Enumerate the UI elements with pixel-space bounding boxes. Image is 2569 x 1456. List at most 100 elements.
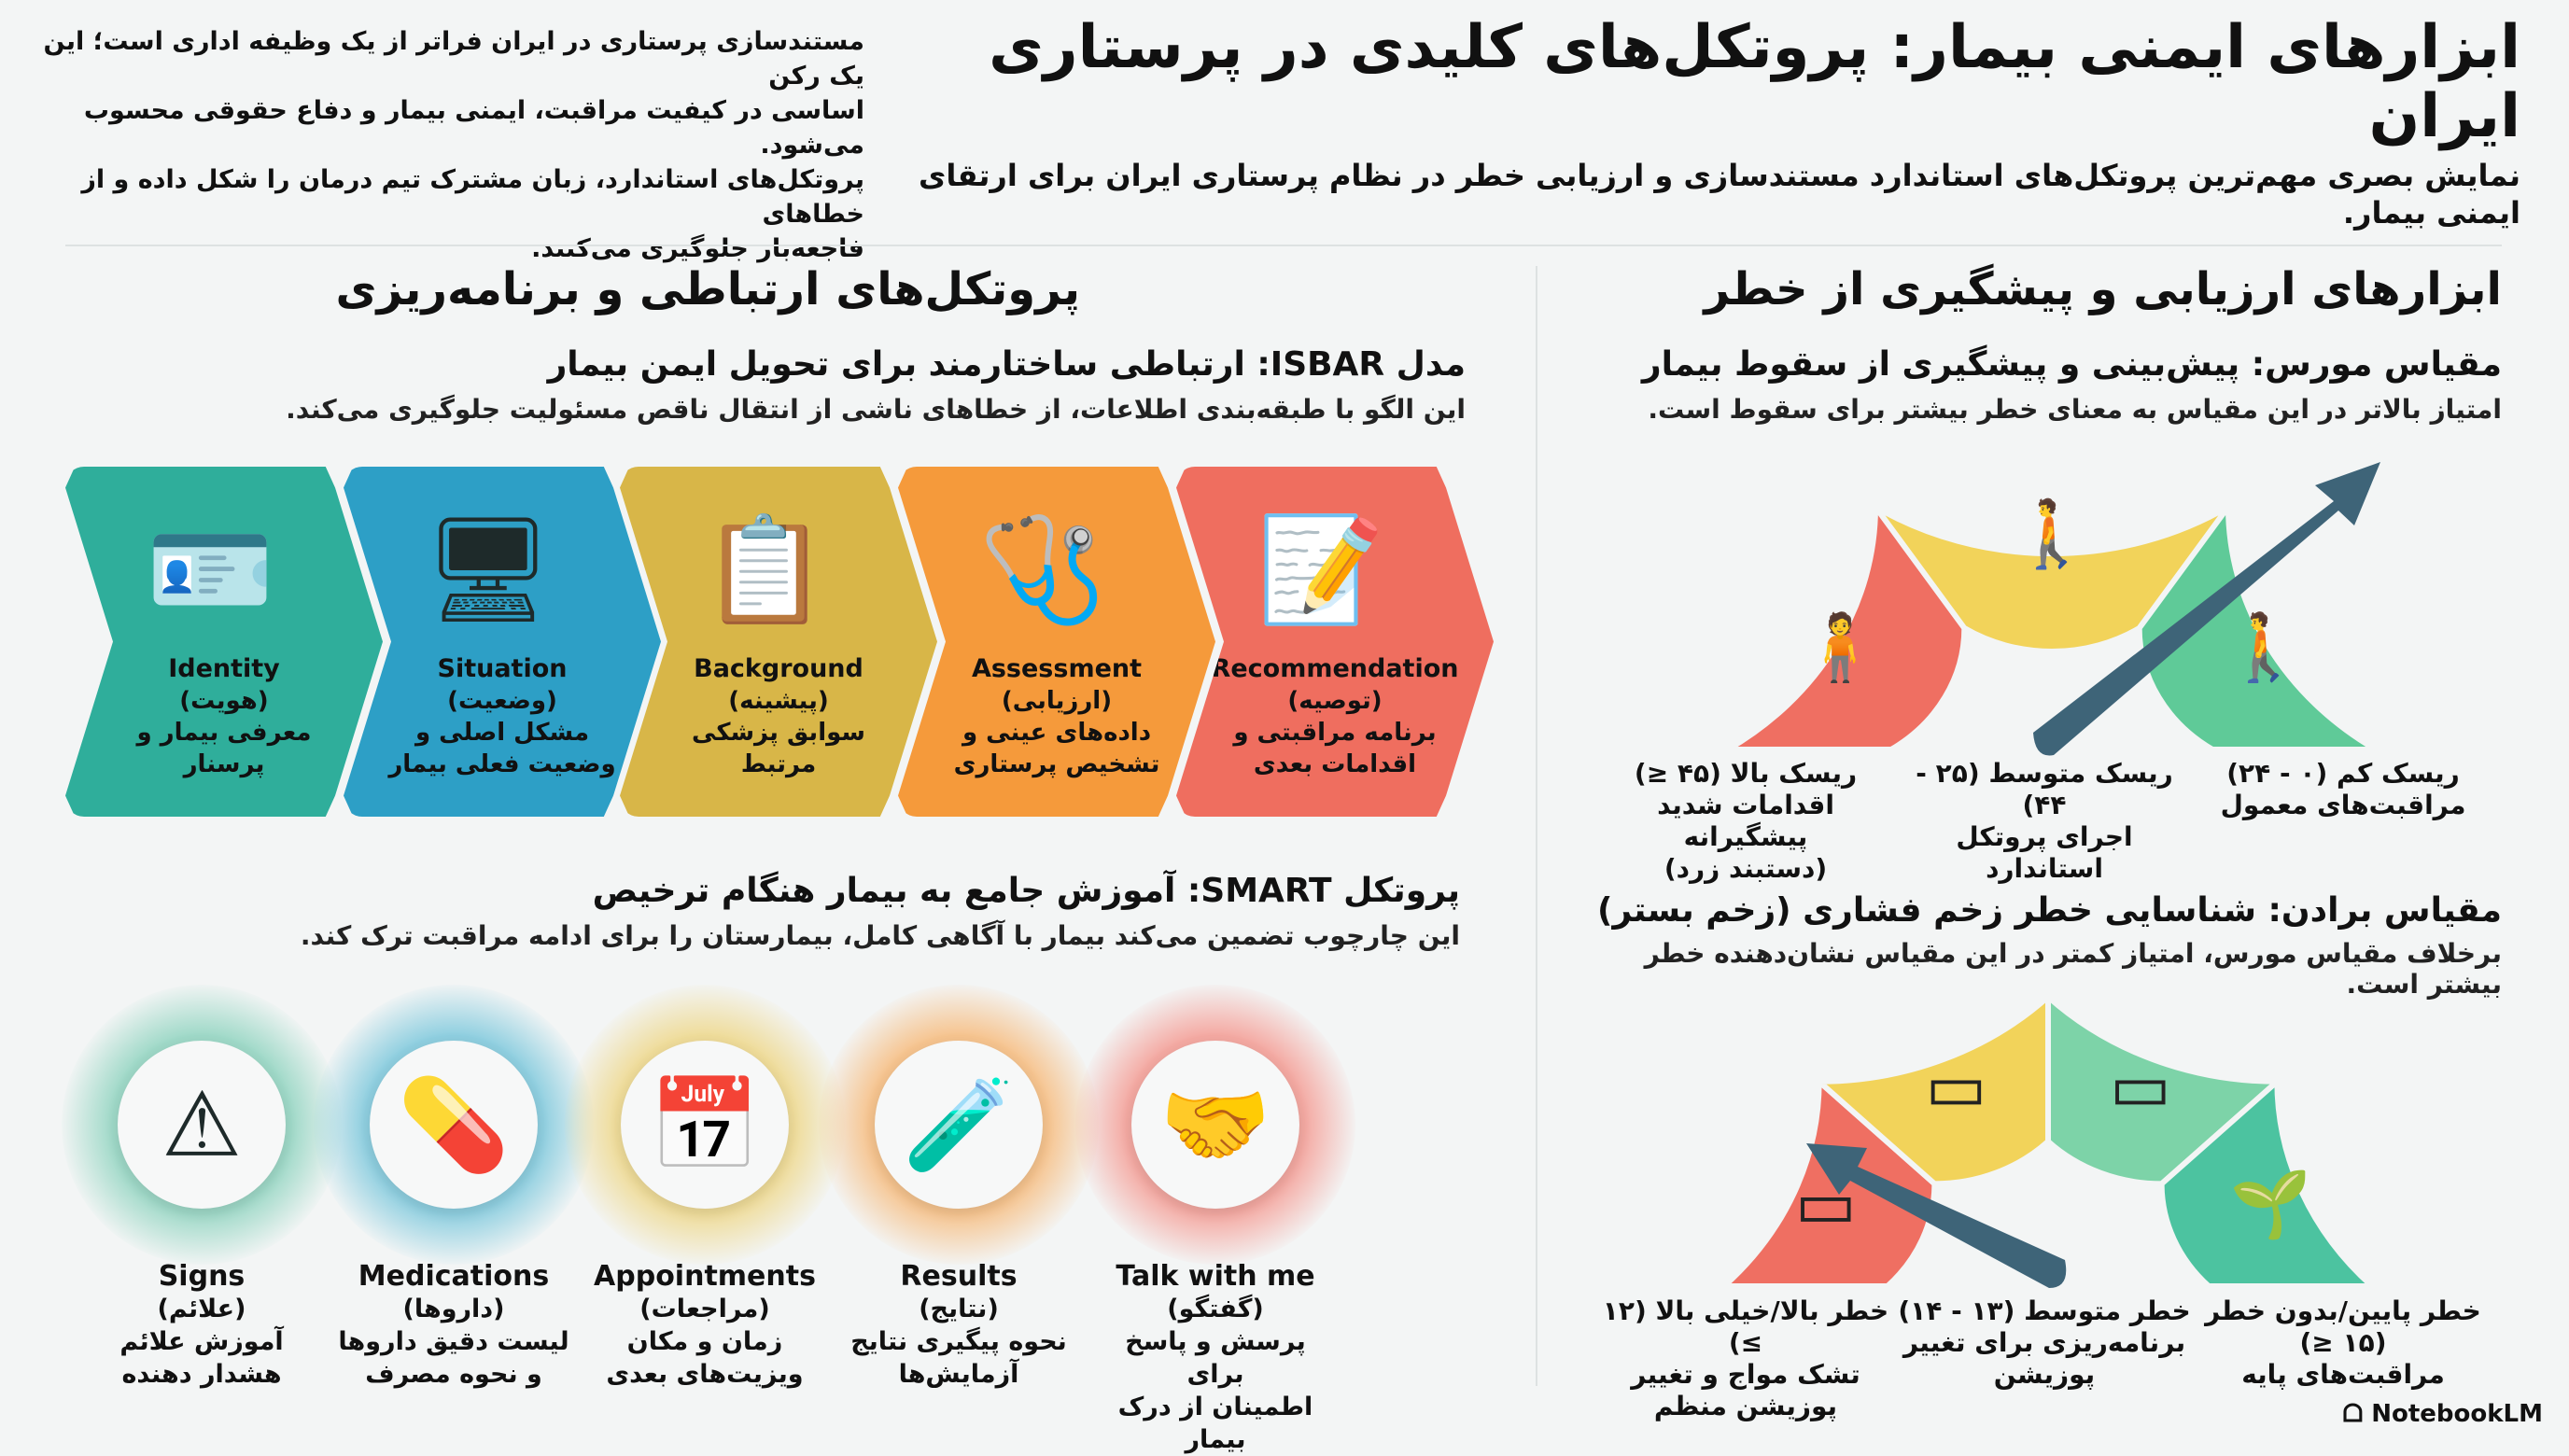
step-name: Signs xyxy=(158,1260,246,1293)
step-name-fa: (وضعیت) xyxy=(447,687,557,715)
smart-step-text: Appointments (مراجعات) زمان و مکان ویزیت… xyxy=(583,1260,826,1391)
healthy-skin-icon: 🌱 xyxy=(2230,1166,2311,1242)
risk-action: مراقبت‌های پایه xyxy=(2241,1359,2445,1390)
braden-gauge: ▭▭ ▭🌱 xyxy=(1717,990,2379,1289)
risk-level: ریسک بالا (۴۵ ≤) xyxy=(1634,758,1858,789)
risk-action: برنامه‌ریزی برای تغییر xyxy=(1902,1327,2186,1358)
gauge-needle xyxy=(1806,1143,2067,1288)
smart-step-results: 🧪 xyxy=(819,985,1099,1265)
step-name: Assessment xyxy=(971,654,1143,683)
step-desc: مشکل اصلی و xyxy=(414,719,590,747)
step-name: Medications xyxy=(358,1260,550,1293)
step-desc: اقدامات بعدی xyxy=(1253,750,1417,778)
right-section-heading: ابزارهای ارزیابی و پیشگیری از خطر xyxy=(1704,263,2502,315)
step-desc: نحوه پیگیری نتایج xyxy=(850,1327,1067,1356)
monitor-heart-icon: 🖥 xyxy=(423,510,554,629)
risk-level: ریسک کم (۰ - ۲۴) xyxy=(2226,758,2460,789)
braden-segment xyxy=(1811,990,2051,1187)
page-subtitle: نمایش بصری مهم‌ترین پروتکل‌های استاندارد… xyxy=(919,158,2520,231)
skin-mild-icon: ▭ xyxy=(2110,1049,2171,1126)
left-section-heading: پروتکل‌های ارتباطی و برنامه‌ریزی xyxy=(335,263,1080,315)
step-desc: سوابق پزشکی xyxy=(692,719,865,747)
stethoscope-icon: 🩺 xyxy=(978,510,1107,629)
risk-level: خطر بالا/خیلی بالا (۱۲ ≥) xyxy=(1602,1295,1889,1358)
pill-bottle-icon: 💊 xyxy=(370,1041,538,1209)
step-desc: هشدار دهنده xyxy=(121,1360,282,1389)
notebooklm-logo-icon: ᗝ xyxy=(2342,1400,2372,1428)
risk-action: (دستبند زرد) xyxy=(1664,853,1828,884)
person-falling-icon: 🧍 xyxy=(1800,609,1881,685)
step-desc: تشخیص پرستاری xyxy=(953,750,1160,778)
step-name-fa: (توصیه) xyxy=(1287,687,1383,715)
smart-step-text: Signs (علائم) آموزش علائم هشدار دهنده xyxy=(80,1260,323,1391)
smart-title: پروتکل SMART: آموزش جامع به بیمار هنگام … xyxy=(592,872,1460,910)
morse-segment xyxy=(1717,497,1968,752)
document-check-icon: 📋 xyxy=(700,510,829,629)
step-name: Recommendation xyxy=(1211,654,1459,683)
skin-redness-icon: ▭ xyxy=(1925,1049,1986,1126)
step-desc: لیست دقیق داروها xyxy=(338,1327,569,1356)
isbar-step-recommendation: 📝 Recommendation (توصیه) برنامه مراقبتی … xyxy=(1176,467,1494,817)
brand-label: NotebookLM xyxy=(2371,1400,2543,1428)
test-tubes-icon: 🧪 xyxy=(875,1041,1043,1209)
smart-step-medications: 💊 xyxy=(314,985,594,1265)
smart-description: این چارچوب تضمین می‌کند بیمار با آگاهی ک… xyxy=(300,920,1460,951)
step-desc: پرسنار xyxy=(183,750,265,778)
risk-action: تشک مواج و تغییر xyxy=(1631,1359,1860,1390)
step-desc: آزمایش‌ها xyxy=(898,1360,1019,1389)
header-divider xyxy=(65,245,2502,246)
step-desc: برنامه مراقبتی و xyxy=(1233,719,1437,747)
step-desc: معرفی بیمار و xyxy=(136,719,312,747)
step-desc: وضعیت فعلی بیمار xyxy=(388,750,616,778)
id-card-icon: 🪪 xyxy=(146,510,274,629)
gauge-label: خطر بالا/خیلی بالا (۱۲ ≥) تشک مواج و تغی… xyxy=(1598,1295,1893,1422)
isbar-step-assessment: 🩺 Assessment (ارزیابی) داده‌های عینی و ت… xyxy=(898,467,1215,817)
isbar-title: مدل ISBAR: ارتباطی ساختارمند برای تحویل … xyxy=(547,345,1466,384)
gauge-label: خطر پایین/بدون خطر (۱۵ ≤) مراقبت‌های پای… xyxy=(2196,1295,2491,1391)
smart-step-talk-with-me: 🤝 xyxy=(1075,985,1355,1265)
step-name: Results xyxy=(900,1260,1018,1293)
step-desc: ویزیت‌های بعدی xyxy=(606,1360,804,1389)
intro-line: فاجعه‌بار جلوگیری می‌کنند. xyxy=(531,234,864,263)
isbar-step-situation: 🖥 Situation (وضعیت) مشکل اصلی و وضعیت فع… xyxy=(344,467,661,817)
step-name-fa: (پیشینه) xyxy=(728,687,829,715)
step-desc: آموزش علائم xyxy=(119,1327,284,1356)
step-name: Talk with me xyxy=(1116,1260,1315,1293)
step-desc: داده‌های عینی و xyxy=(962,719,1152,747)
column-divider xyxy=(1536,266,1537,1386)
smart-step-text: Medications (داروها) لیست دقیق داروها و … xyxy=(332,1260,575,1391)
risk-action: مراقبت‌های معمول xyxy=(2220,790,2466,820)
gauge-label: ریسک کم (۰ - ۲۴) مراقبت‌های معمول xyxy=(2196,758,2491,821)
risk-level: خطر متوسط (۱۳ - ۱۴) xyxy=(1898,1295,2191,1326)
risk-action: اجرای پروتکل استاندارد xyxy=(1956,821,2133,884)
handshake-chat-icon: 🤝 xyxy=(1131,1041,1299,1209)
step-name: Identity xyxy=(168,654,280,683)
step-name-fa: (گفتگو) xyxy=(1167,1295,1264,1323)
isbar-step-background: 📋 Background (پیشینه) سوابق پزشکی مرتبط xyxy=(620,467,937,817)
header-block: ابزارهای ایمنی بیمار: پروتکل‌های کلیدی د… xyxy=(896,13,2520,231)
isbar-description: این الگو با طبقه‌بندی اطلاعات، از خطاهای… xyxy=(286,394,1466,425)
gauge-label: خطر متوسط (۱۳ - ۱۴) برنامه‌ریزی برای تغی… xyxy=(1897,1295,2192,1391)
step-name-fa: (داروها) xyxy=(402,1295,505,1323)
step-desc: و نحوه مصرف xyxy=(365,1360,542,1389)
step-desc: مرتبط xyxy=(740,750,817,778)
page-title: ابزارهای ایمنی بیمار: پروتکل‌های کلیدی د… xyxy=(989,13,2520,151)
step-name-fa: (ارزیابی) xyxy=(1001,687,1113,715)
risk-action: پوزیشن منظم xyxy=(1653,1391,1838,1421)
morse-description: امتیاز بالاتر در این مقیاس به معنای خطر … xyxy=(1648,394,2502,425)
step-name: Appointments xyxy=(594,1260,816,1293)
braden-segment xyxy=(1717,1075,1938,1289)
risk-action: اقدامات شدید پیشگیرانه xyxy=(1657,790,1834,852)
braden-title: مقیاس برادن: شناسایی خطر زخم فشاری (زخم … xyxy=(1597,891,2502,930)
person-walking-icon: 🚶 xyxy=(2011,496,2092,572)
braden-description: برخلاف مقیاس مورس، امتیاز کمتر در این مق… xyxy=(1644,938,2502,1000)
morse-title: مقیاس مورس: پیش‌بینی و پیشگیری از سقوط ب… xyxy=(1641,345,2502,384)
step-name-fa: (مراجعات) xyxy=(639,1295,770,1323)
step-name-fa: (علائم) xyxy=(157,1295,246,1323)
gauge-needle xyxy=(2033,462,2380,756)
risk-level: خطر پایین/بدون خطر (۱۵ ≤) xyxy=(2205,1295,2481,1358)
step-desc: زمان و مکان xyxy=(626,1327,783,1356)
morse-segment xyxy=(1873,504,2231,654)
intro-line: پروتکل‌های استاندارد، زبان مشترک تیم درم… xyxy=(81,165,864,229)
intro-paragraph: مستندسازی پرستاری در ایران فراتر از یک و… xyxy=(34,24,864,266)
